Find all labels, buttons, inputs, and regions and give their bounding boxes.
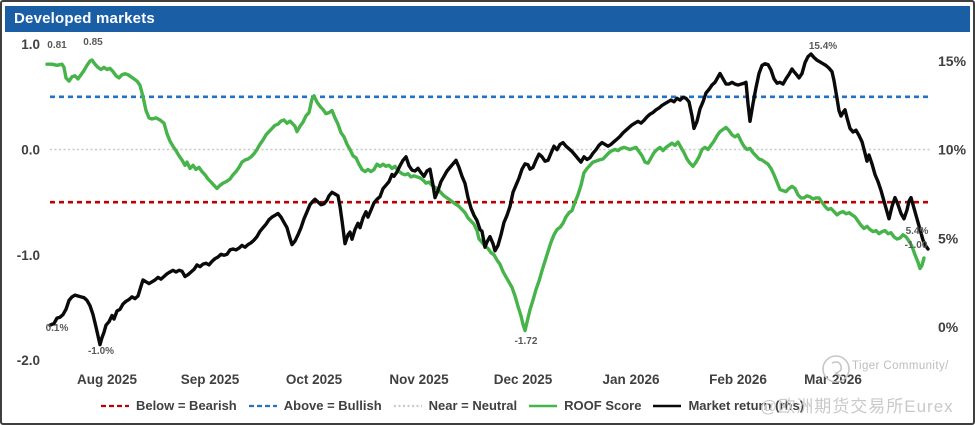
left-axis-tick: -2.0 xyxy=(17,353,40,368)
watermark-eurex: @欧洲期货交易所Eurex xyxy=(760,397,954,416)
legend-item-market-return-rhs-: Market return (rhs) xyxy=(652,398,804,413)
right-axis-tick: 0% xyxy=(938,319,959,335)
point-label: -1.0% xyxy=(88,346,114,357)
left-axis-tick: 0.0 xyxy=(21,143,40,158)
legend-swatch-icon xyxy=(100,404,129,407)
legend-item-near-neutral: Near = Neutral xyxy=(393,398,518,413)
left-axis-tick: -1.0 xyxy=(17,248,40,263)
tiger-logo-icon xyxy=(822,355,850,383)
legend-swatch-icon xyxy=(529,404,558,407)
series-roof-score xyxy=(45,58,926,333)
legend-swatch-icon xyxy=(653,404,682,407)
right-axis-tick: 5% xyxy=(938,230,959,246)
legend-label: Above = Bullish xyxy=(283,398,382,413)
legend-label: Near = Neutral xyxy=(428,398,518,413)
legend-item-below-bearish: Below = Bearish xyxy=(100,398,237,413)
legend: Below = Bearish Above = Bullish Near = Neu… xyxy=(2,398,902,413)
legend-label: ROOF Score xyxy=(564,398,642,413)
x-axis-label: Sep 2025 xyxy=(181,372,240,387)
legend-swatch-icon xyxy=(248,404,277,407)
legend-swatch-icon xyxy=(393,404,422,407)
x-axis-label: Aug 2025 xyxy=(77,372,138,387)
series-market-return-rhs- xyxy=(48,52,930,347)
x-axis-label: Jan 2026 xyxy=(602,372,660,387)
point-label: 0.85 xyxy=(83,37,103,48)
legend-item-roof-score: ROOF Score xyxy=(528,398,641,413)
point-label: 0.81 xyxy=(47,40,67,51)
point-label: 5.4% xyxy=(906,226,929,237)
x-axis-label: Feb 2026 xyxy=(709,372,767,387)
chart-title: Developed markets xyxy=(14,10,155,27)
point-label: -1.00 xyxy=(905,240,928,251)
point-label: 0.1% xyxy=(46,323,69,334)
legend-item-above-bullish: Above = Bullish xyxy=(248,398,382,413)
watermark-tiger-community: Tiger Community/ xyxy=(852,360,949,372)
x-axis-label: Oct 2025 xyxy=(286,372,343,387)
legend-label: Below = Bearish xyxy=(135,398,237,413)
left-axis-tick: 1.0 xyxy=(21,37,40,52)
x-axis-label: Dec 2025 xyxy=(494,372,553,387)
right-axis-tick: 10% xyxy=(938,142,967,158)
x-axis-label: Nov 2025 xyxy=(389,372,449,387)
point-label: -1.72 xyxy=(515,336,538,347)
chart-title-bar: Developed markets xyxy=(5,6,970,32)
point-label: 15.4% xyxy=(809,41,837,52)
legend-label: Market return (rhs) xyxy=(688,398,805,413)
right-axis-tick: 15% xyxy=(938,53,967,69)
